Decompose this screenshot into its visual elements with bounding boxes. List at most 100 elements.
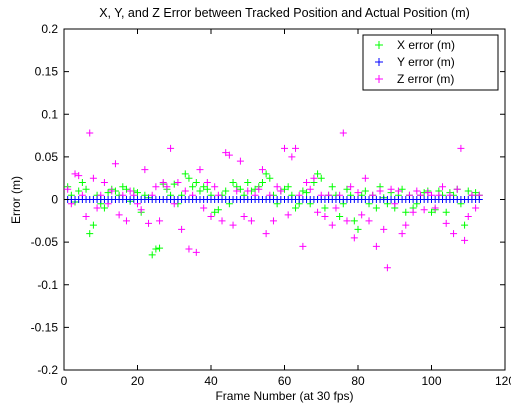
data-point bbox=[409, 208, 417, 216]
data-point bbox=[100, 204, 108, 212]
data-point bbox=[457, 144, 465, 152]
legend-label-z-error: Z error (m) bbox=[397, 72, 454, 86]
data-point bbox=[442, 208, 450, 216]
legend-label-x-error: X error (m) bbox=[397, 38, 455, 52]
data-point bbox=[134, 189, 141, 197]
data-point bbox=[273, 183, 281, 191]
data-point bbox=[82, 213, 90, 221]
x-tick-label: 20 bbox=[131, 374, 145, 388]
legend-markers bbox=[375, 41, 383, 83]
x-tick-label: 40 bbox=[204, 374, 218, 388]
y-tick-label: 0 bbox=[51, 193, 58, 207]
data-point bbox=[328, 221, 336, 229]
y-tick-label: -0.15 bbox=[31, 320, 59, 334]
data-point bbox=[461, 221, 469, 229]
data-point bbox=[420, 206, 428, 214]
legend: X error (m) Y error (m) Z error (m) bbox=[362, 34, 499, 91]
data-point bbox=[225, 151, 233, 159]
data-point bbox=[464, 213, 472, 221]
legend-marker-x-error bbox=[375, 41, 383, 49]
data-point bbox=[269, 217, 277, 225]
data-point bbox=[255, 185, 263, 193]
y-tick-label: -0.05 bbox=[31, 235, 59, 249]
data-point bbox=[258, 166, 266, 174]
data-point bbox=[343, 217, 351, 225]
data-point bbox=[350, 217, 358, 225]
data-point bbox=[189, 183, 197, 191]
x-tick-label: 80 bbox=[351, 374, 365, 388]
data-point bbox=[332, 204, 340, 212]
data-point bbox=[152, 183, 160, 191]
data-point bbox=[439, 183, 447, 191]
data-point bbox=[292, 144, 300, 152]
data-point bbox=[354, 189, 362, 197]
y-tick-label: 0.1 bbox=[41, 107, 58, 121]
data-point bbox=[181, 170, 189, 178]
data-point bbox=[303, 189, 311, 197]
data-point bbox=[336, 213, 344, 221]
data-point bbox=[108, 187, 116, 195]
y-tick-label: -0.2 bbox=[37, 363, 58, 377]
x-tick-label: 60 bbox=[278, 374, 292, 388]
data-point bbox=[170, 180, 178, 188]
data-point bbox=[262, 230, 270, 238]
data-point bbox=[314, 170, 322, 178]
data-point bbox=[233, 187, 241, 195]
data-point bbox=[156, 217, 164, 225]
data-point bbox=[402, 208, 410, 216]
data-point bbox=[431, 204, 439, 212]
data-point bbox=[167, 144, 175, 152]
data-point bbox=[126, 187, 134, 195]
data-point bbox=[339, 129, 347, 137]
data-point bbox=[321, 213, 329, 221]
data-point bbox=[461, 236, 469, 244]
data-point bbox=[266, 174, 274, 182]
data-point bbox=[152, 245, 160, 253]
data-points bbox=[64, 129, 483, 272]
data-point bbox=[284, 211, 292, 219]
data-point bbox=[394, 187, 402, 195]
x-tick-label: 100 bbox=[421, 374, 441, 388]
data-point bbox=[299, 242, 307, 250]
legend-marker-y-error bbox=[375, 58, 383, 66]
data-point bbox=[236, 185, 244, 193]
data-point bbox=[137, 206, 145, 214]
data-point bbox=[365, 217, 373, 225]
data-point bbox=[350, 234, 358, 242]
legend-label-y-error: Y error (m) bbox=[397, 55, 455, 69]
data-point bbox=[424, 189, 432, 197]
data-point bbox=[203, 178, 211, 186]
data-point bbox=[71, 170, 79, 178]
data-point bbox=[229, 221, 237, 229]
y-tick-label: 0.2 bbox=[41, 22, 58, 36]
data-point bbox=[328, 183, 336, 191]
data-point bbox=[343, 185, 351, 193]
legend-box bbox=[362, 34, 499, 91]
y-axis-label: Error (m) bbox=[9, 176, 23, 224]
data-point bbox=[299, 187, 307, 195]
data-point bbox=[442, 219, 450, 227]
data-point bbox=[236, 157, 244, 165]
data-point bbox=[211, 208, 219, 216]
data-point bbox=[185, 245, 193, 253]
data-point bbox=[247, 217, 255, 225]
data-point bbox=[181, 187, 189, 195]
data-point bbox=[244, 178, 252, 186]
data-point bbox=[358, 211, 366, 219]
data-point bbox=[321, 204, 329, 212]
legend-marker-z-error bbox=[375, 75, 383, 83]
data-point bbox=[277, 187, 285, 195]
data-point bbox=[185, 174, 193, 182]
data-point bbox=[281, 185, 288, 193]
data-point bbox=[89, 174, 97, 182]
data-point bbox=[284, 183, 292, 191]
data-point bbox=[222, 149, 230, 157]
data-point bbox=[472, 189, 480, 197]
data-point bbox=[387, 185, 395, 193]
data-point bbox=[244, 187, 252, 195]
data-point bbox=[472, 204, 480, 212]
data-point bbox=[292, 204, 300, 212]
data-point bbox=[475, 196, 483, 203]
data-point bbox=[310, 174, 318, 182]
data-point bbox=[75, 172, 83, 180]
